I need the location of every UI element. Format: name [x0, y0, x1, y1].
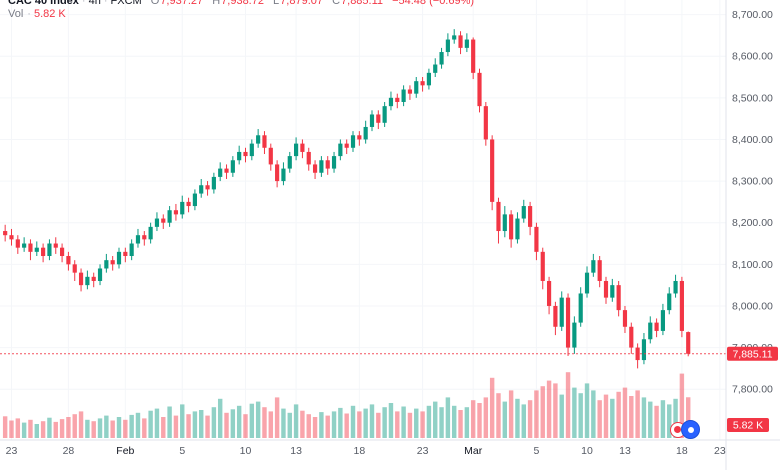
svg-text:7,885.11: 7,885.11 — [732, 348, 772, 360]
volume-value: 5.82 K — [33, 8, 66, 20]
svg-text:8,200.00: 8,200.00 — [732, 217, 773, 229]
svg-text:8,100.00: 8,100.00 — [732, 259, 773, 271]
red-dot-icon — [674, 426, 681, 433]
candlestick-series — [3, 29, 691, 369]
high-label: H — [212, 0, 221, 7]
svg-text:8,600.00: 8,600.00 — [732, 51, 773, 63]
volume-label: Vol — [8, 8, 24, 20]
interval-label[interactable]: 4h — [88, 0, 101, 7]
svg-text:10: 10 — [581, 445, 593, 457]
time-axis[interactable]: 23 28 Feb 5 10 13 18 23 Mar 5 10 13 18 23 — [0, 439, 780, 457]
high-value: 7,938.72 — [221, 0, 264, 7]
axis-tags: 7,885.11 5.82 K — [727, 346, 778, 432]
close-label: C — [332, 0, 341, 7]
svg-text:8,400.00: 8,400.00 — [732, 134, 773, 146]
low-label: L — [273, 0, 280, 7]
svg-text:7,800.00: 7,800.00 — [732, 384, 773, 396]
ohlc-high: H7,938.72 — [212, 0, 264, 7]
svg-text:Mar: Mar — [464, 445, 483, 457]
svg-text:Feb: Feb — [116, 445, 134, 457]
svg-text:23: 23 — [714, 445, 726, 457]
svg-text:13: 13 — [290, 445, 302, 457]
volume-row: Vol · 5.82 K — [8, 8, 474, 21]
close-value: 7,885.11 — [341, 0, 384, 7]
change-value: −54.48 (−0.69%) — [392, 0, 475, 7]
ohlc-close: C7,885.11 — [332, 0, 383, 7]
svg-text:5.82 K: 5.82 K — [733, 420, 763, 432]
legend-separator: · — [81, 0, 86, 7]
svg-text:8,500.00: 8,500.00 — [732, 92, 773, 104]
floating-buttons — [670, 420, 712, 440]
gridlines — [0, 0, 726, 440]
open-value: 7,937.27 — [160, 0, 204, 7]
ohlc-low: L7,879.07 — [273, 0, 323, 7]
floating-button-blue[interactable] — [681, 420, 700, 439]
symbol-title[interactable]: CAC 40 Index — [8, 0, 79, 7]
symbol-info-row: CAC 40 Index · 4h · FXCM O7,937.27 H7,938.72… — [8, 0, 474, 8]
blue-dot-icon — [687, 426, 694, 433]
svg-text:8,700.00: 8,700.00 — [732, 9, 773, 21]
svg-text:23: 23 — [6, 445, 18, 457]
open-label: O — [150, 0, 160, 7]
legend-separator: · — [103, 0, 108, 7]
svg-text:8,300.00: 8,300.00 — [732, 176, 773, 188]
svg-text:18: 18 — [353, 445, 365, 457]
legend: CAC 40 Index · 4h · FXCM O7,937.27 H7,938.72… — [8, 0, 474, 21]
svg-text:18: 18 — [676, 445, 688, 457]
svg-text:10: 10 — [240, 445, 252, 457]
svg-text:13: 13 — [619, 445, 631, 457]
low-value: 7,879.07 — [280, 0, 323, 7]
svg-text:28: 28 — [63, 445, 75, 457]
svg-text:23: 23 — [417, 445, 429, 457]
svg-text:8,000.00: 8,000.00 — [732, 300, 773, 312]
volume-series — [2, 372, 691, 438]
legend-separator: · — [27, 8, 31, 20]
svg-text:5: 5 — [179, 445, 185, 457]
price-axis[interactable]: 8,700.00 8,600.00 8,500.00 8,400.00 8,300.00… — [725, 0, 773, 470]
svg-text:5: 5 — [534, 445, 540, 457]
exchange-label: FXCM — [110, 0, 142, 7]
ohlc-open: O7,937.27 — [151, 0, 203, 7]
